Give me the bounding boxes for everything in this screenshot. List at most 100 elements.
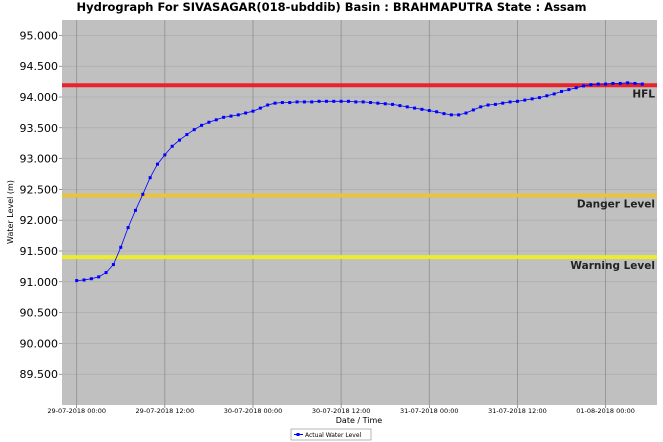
data-point — [207, 120, 211, 124]
data-point — [537, 96, 541, 100]
data-point — [369, 101, 373, 105]
data-point — [214, 118, 218, 122]
x-tick-label: 29-07-2018 00:00 — [47, 407, 106, 415]
data-point — [457, 113, 461, 117]
data-point — [523, 98, 527, 102]
data-point — [236, 113, 240, 117]
data-point — [324, 99, 328, 103]
data-point — [354, 100, 358, 104]
data-point — [442, 112, 446, 116]
y-tick-label: 95.000 — [20, 29, 59, 42]
data-point — [376, 101, 380, 105]
data-point — [75, 279, 79, 283]
y-tick-label: 94.000 — [20, 91, 59, 104]
x-tick-label: 30-07-2018 12:00 — [312, 407, 371, 415]
warning-level-label: Warning Level — [570, 260, 655, 272]
data-point — [200, 123, 204, 127]
data-point — [185, 133, 189, 137]
data-point — [251, 109, 255, 113]
data-point — [346, 99, 350, 103]
plot-background — [62, 20, 657, 405]
y-tick-label: 94.500 — [20, 60, 59, 73]
x-tick-label: 29-07-2018 12:00 — [136, 407, 195, 415]
y-tick-label: 93.500 — [20, 122, 59, 135]
data-point — [596, 82, 600, 86]
data-point — [148, 176, 152, 180]
data-point — [280, 101, 284, 105]
reference-lines: HFL Danger Level Warning Level — [62, 83, 657, 272]
legend: Actual Water Level — [290, 428, 372, 441]
data-point — [618, 81, 622, 85]
data-point — [97, 275, 101, 279]
y-axis-label: Water Level (m) — [6, 180, 15, 244]
x-tick-label: 31-07-2018 12:00 — [488, 407, 547, 415]
data-point — [545, 94, 549, 98]
data-point — [420, 107, 424, 111]
x-axis-label: Date / Time — [336, 416, 383, 425]
data-point — [339, 99, 343, 103]
data-point — [310, 100, 314, 104]
hfl-label: HFL — [632, 88, 655, 100]
y-tick-label: 92.000 — [20, 214, 59, 227]
data-point — [413, 106, 417, 110]
data-point — [383, 102, 387, 106]
data-point — [530, 97, 534, 101]
data-point — [589, 83, 593, 87]
data-point — [574, 86, 578, 90]
series-layer — [75, 81, 644, 283]
data-point — [244, 111, 248, 115]
y-tick-label: 90.500 — [20, 307, 59, 320]
y-tick-label: 92.500 — [20, 183, 59, 196]
data-point — [295, 100, 299, 104]
data-point — [567, 88, 571, 92]
data-point — [633, 81, 637, 85]
y-tick-label: 93.000 — [20, 153, 59, 166]
data-point — [89, 277, 93, 281]
data-point — [626, 81, 630, 85]
data-point — [471, 108, 475, 112]
data-point — [192, 128, 196, 132]
data-point — [435, 110, 439, 114]
legend-marker-swatch — [296, 433, 300, 436]
data-point — [611, 81, 615, 85]
data-point — [391, 102, 395, 106]
data-point — [508, 100, 512, 104]
legend-box — [290, 428, 372, 441]
legend-label-actual-water-level: Actual Water Level — [305, 432, 362, 439]
data-point — [479, 105, 483, 109]
data-point — [302, 100, 306, 104]
data-point — [266, 103, 270, 107]
x-tick-label: 01-08-2018 00:00 — [576, 407, 635, 415]
data-point — [515, 99, 519, 103]
data-point — [493, 102, 497, 106]
data-point — [464, 111, 468, 115]
x-axis-ticks: 29-07-2018 00:00 29-07-2018 12:00 30-07-20… — [47, 405, 635, 415]
data-point — [126, 226, 130, 230]
data-point — [449, 113, 453, 117]
chart-title: Hydrograph For SIVASAGAR(018-ubddib) Bas… — [76, 0, 587, 14]
data-point — [119, 245, 123, 249]
data-point — [332, 99, 336, 103]
data-point — [163, 153, 167, 157]
data-point — [604, 82, 608, 86]
y-tick-label: 91.000 — [20, 276, 59, 289]
data-point — [229, 114, 233, 118]
data-point — [552, 92, 556, 96]
data-point — [133, 208, 137, 212]
data-point — [82, 278, 86, 282]
data-point — [178, 138, 182, 142]
data-point — [222, 115, 226, 119]
data-point — [398, 104, 402, 108]
data-point — [317, 99, 321, 103]
x-tick-label: 30-07-2018 00:00 — [224, 407, 283, 415]
y-tick-label: 90.000 — [20, 337, 59, 350]
data-point — [258, 106, 262, 110]
data-point — [582, 84, 586, 88]
data-point — [155, 162, 159, 166]
data-point — [640, 82, 644, 86]
data-point — [170, 144, 174, 148]
data-point — [427, 109, 431, 113]
data-point — [405, 105, 409, 109]
y-tick-label: 91.500 — [20, 245, 59, 258]
